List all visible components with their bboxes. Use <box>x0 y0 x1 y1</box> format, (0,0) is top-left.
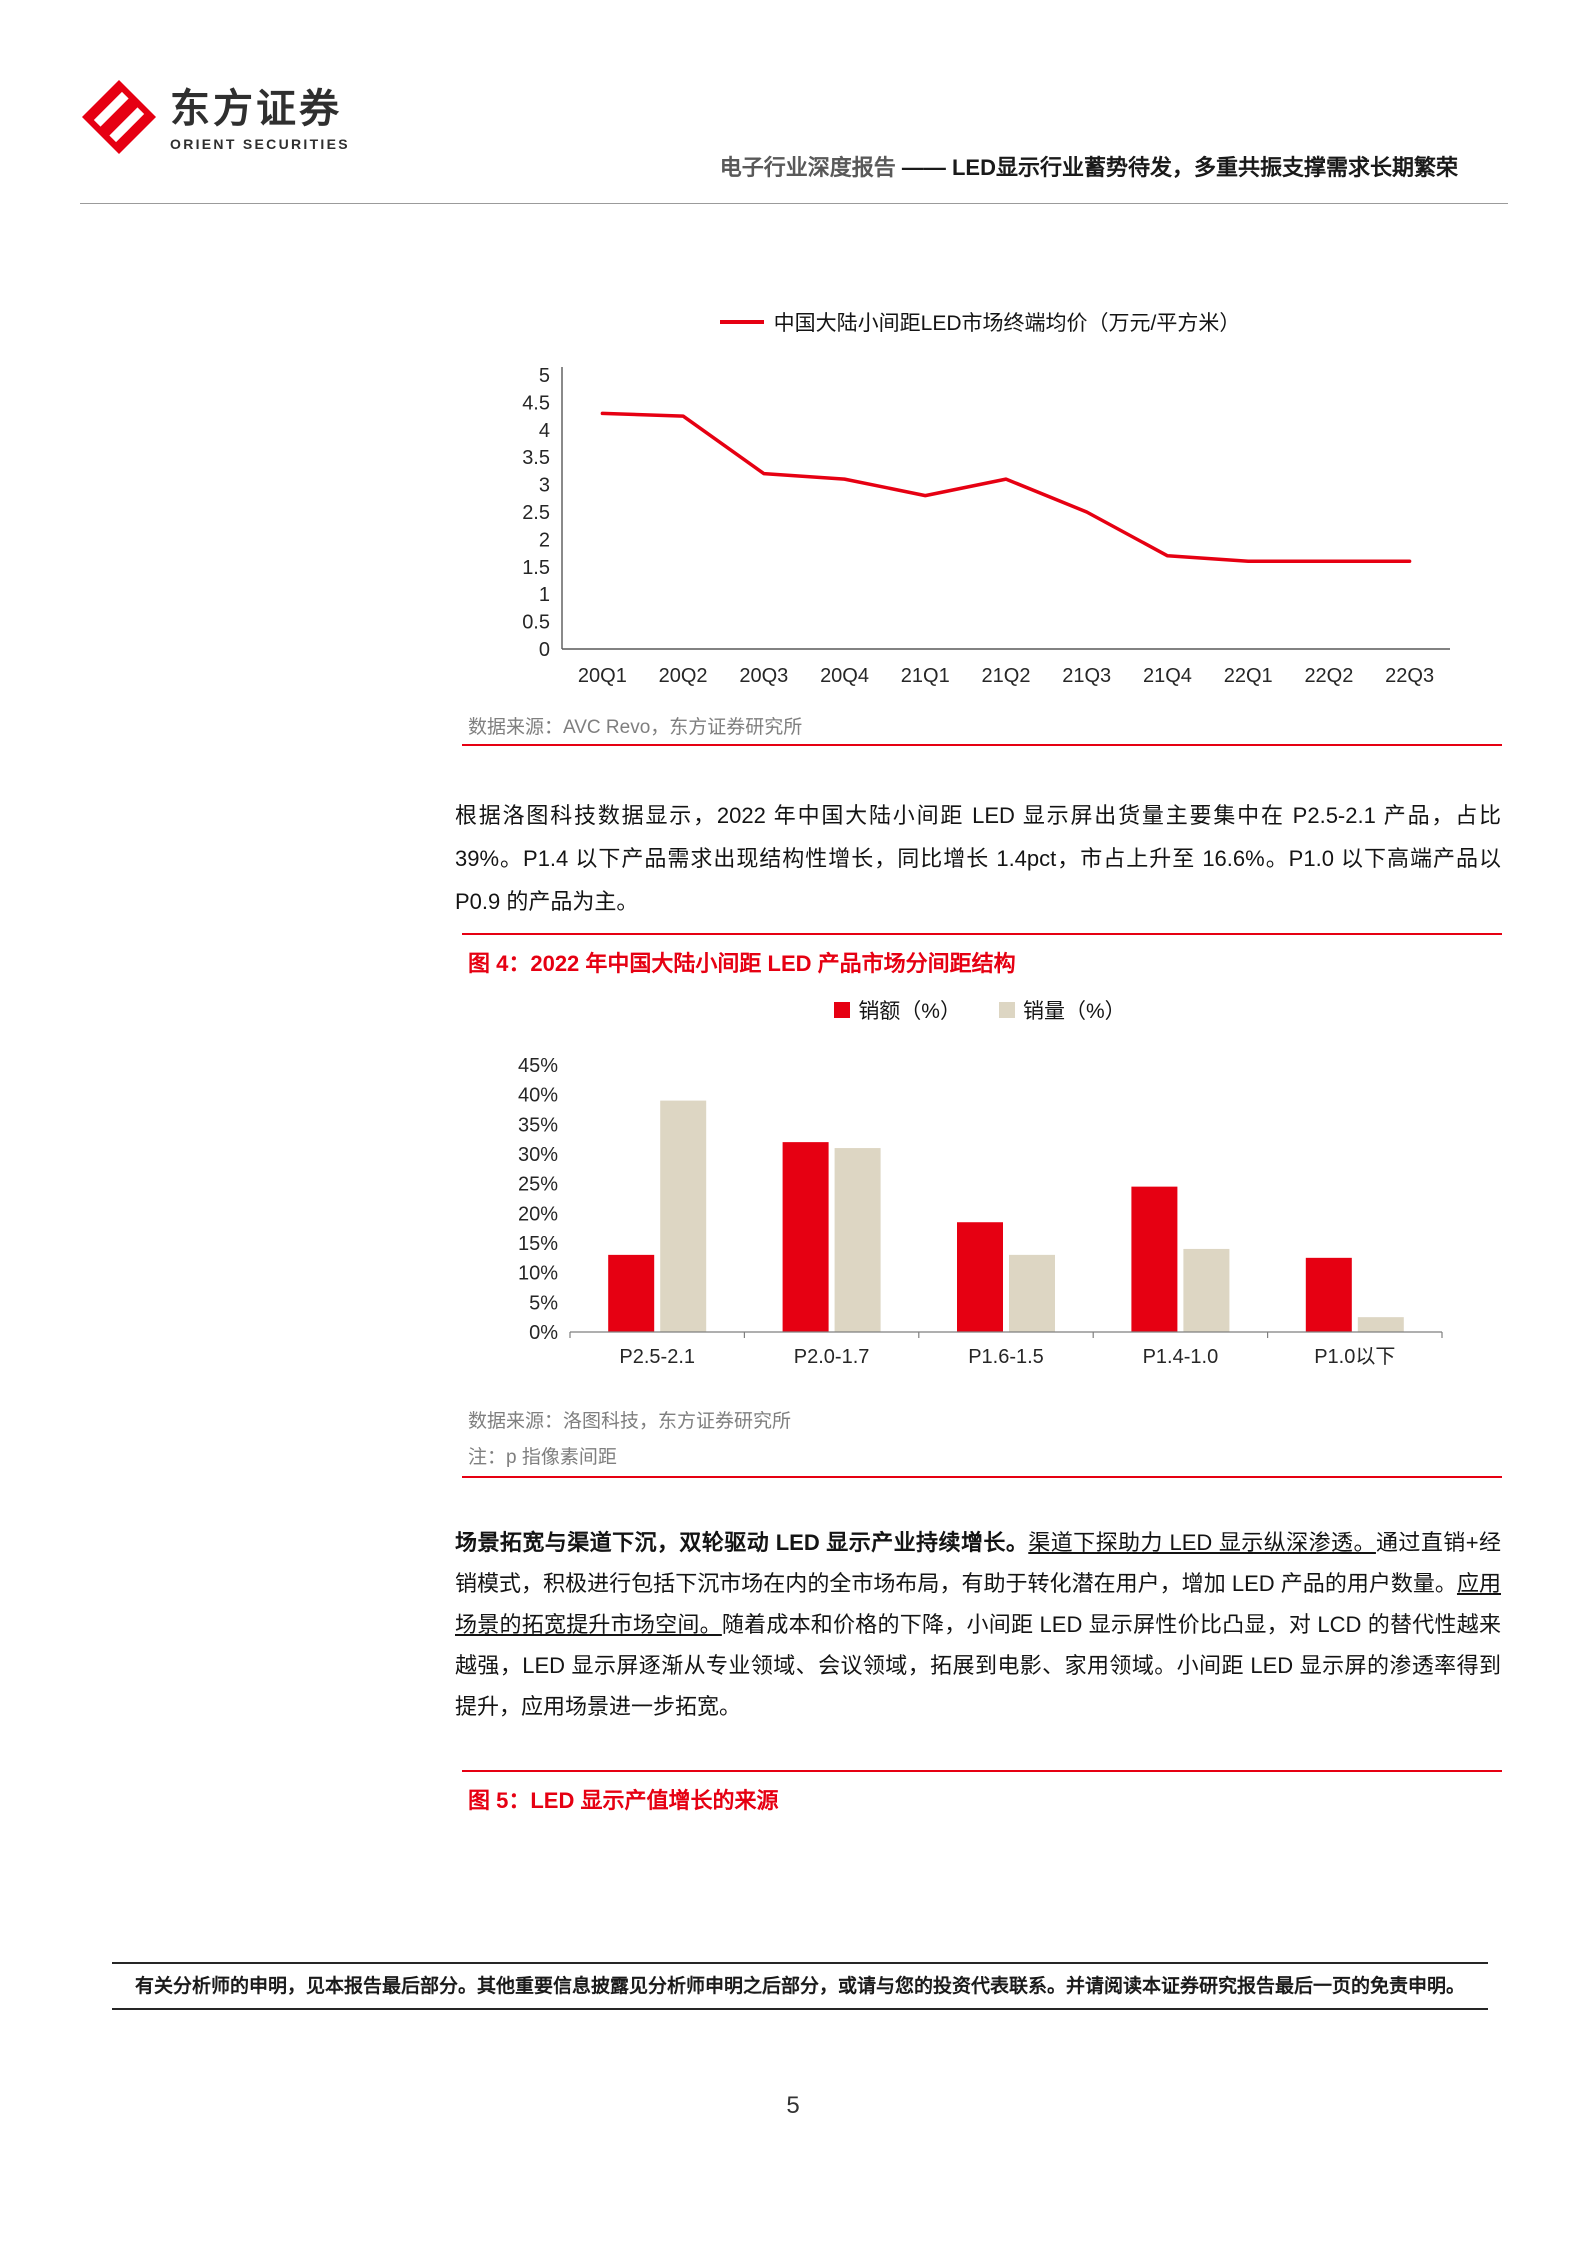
svg-text:1.5: 1.5 <box>522 557 550 579</box>
svg-text:15%: 15% <box>518 1233 558 1255</box>
body-paragraph-1: 根据洛图科技数据显示，2022 年中国大陆小间距 LED 显示屏出货量主要集中在… <box>455 803 1501 914</box>
legend-line-swatch <box>719 320 764 324</box>
svg-text:20Q2: 20Q2 <box>659 665 708 687</box>
figure5-top-rule <box>462 1770 1502 1772</box>
svg-text:20Q1: 20Q1 <box>578 665 627 687</box>
svg-text:P1.0以下: P1.0以下 <box>1314 1346 1395 1368</box>
svg-text:4: 4 <box>539 420 550 442</box>
report-type-label: 电子行业深度报告 <box>719 155 896 180</box>
svg-text:5: 5 <box>539 365 550 387</box>
bar-chart-source: 数据来源：洛图科技，东方证券研究所 <box>468 1411 792 1432</box>
pitch-structure-bar-chart: 0% 5% 10% 15% 20% 25% 30% 35% 40% 45% P2.5-2.1 P2.0… <box>518 1055 1443 1368</box>
price-line-chart: 0 0.5 1 1.5 2 2.5 3 3.5 4 4.5 5 20Q1 20Q2 20Q3 20Q4 21Q… <box>522 365 1450 687</box>
logo-name-en: ORIENT SECURITIES <box>170 136 350 152</box>
svg-text:21Q2: 21Q2 <box>982 665 1031 687</box>
svg-text:35%: 35% <box>518 1114 558 1136</box>
svg-text:21Q4: 21Q4 <box>1143 665 1192 687</box>
svg-text:4.5: 4.5 <box>522 392 550 414</box>
line-chart-legend: 中国大陆小间距LED市场终端均价（万元/平方米） <box>460 305 1500 339</box>
svg-text:0: 0 <box>539 639 550 661</box>
paragraph-segment: 场景拓宽与渠道下沉，双轮驱动 LED 显示产业持续增长。 <box>455 1530 1029 1555</box>
svg-text:5%: 5% <box>529 1292 558 1314</box>
paragraph-segment: 通过直销+经销模式，积极进行包括下沉市场在内的全市场布局，有助于转化潜在用户，增… <box>455 1530 1501 1596</box>
legend-item: 销量（%） <box>999 995 1126 1025</box>
logo-text: 东方证券 ORIENT SECURITIES <box>170 88 350 152</box>
figure4-bottom-rule <box>462 1476 1502 1478</box>
footer-bottom-rule <box>112 2008 1488 2010</box>
svg-text:22Q3: 22Q3 <box>1385 665 1434 687</box>
svg-text:P1.6-1.5: P1.6-1.5 <box>968 1346 1044 1368</box>
legend-series-label: 销额（%） <box>858 1000 961 1023</box>
figure4-title: 图 4：2022 年中国大陆小间距 LED 产品市场分间距结构 <box>468 951 1016 976</box>
svg-text:2: 2 <box>539 529 550 551</box>
svg-text:0%: 0% <box>529 1322 558 1344</box>
legend-color-swatch <box>834 1002 851 1018</box>
svg-text:2.5: 2.5 <box>522 502 550 524</box>
footer-disclaimer: 有关分析师的申明，见本报告最后部分。其他重要信息披露见分析师申明之后部分，或请与… <box>134 1976 1465 1997</box>
svg-text:P1.4-1.0: P1.4-1.0 <box>1143 1346 1219 1368</box>
line-chart-legend-label: 中国大陆小间距LED市场终端均价（万元/平方米） <box>773 312 1241 335</box>
svg-text:P2.5-2.1: P2.5-2.1 <box>619 1346 695 1368</box>
svg-text:22Q1: 22Q1 <box>1224 665 1273 687</box>
report-header-title: 电子行业深度报告 —— LED显示行业蓄势待发，多重共振支撑需求长期繁荣 <box>720 150 1458 182</box>
svg-text:40%: 40% <box>518 1085 558 1107</box>
svg-text:25%: 25% <box>518 1174 558 1196</box>
legend-color-swatch <box>999 1002 1015 1018</box>
page-number: 5 <box>786 2092 800 2119</box>
svg-text:45%: 45% <box>518 1055 558 1077</box>
line-chart-source: 数据来源：AVC Revo，东方证券研究所 <box>468 717 803 738</box>
figure-divider-rule <box>462 744 1502 746</box>
logo-name-cn: 东方证券 <box>170 87 342 131</box>
footer-top-rule <box>112 1962 1488 1964</box>
svg-text:20Q4: 20Q4 <box>820 665 869 687</box>
pitch-structure-bar-chart-block: 销额（%） 销量（%） 0% 5% 10% 15% 20% 25% 30% 35% 40% 45% P… <box>460 993 1500 1372</box>
body-paragraph-2: 场景拓宽与渠道下沉，双轮驱动 LED 显示产业持续增长。渠道下探助力 LED 显… <box>455 1522 1501 1727</box>
svg-text:20Q3: 20Q3 <box>739 665 788 687</box>
svg-text:10%: 10% <box>518 1263 558 1285</box>
svg-text:1: 1 <box>539 584 550 606</box>
legend-series-label: 销量（%） <box>1023 1000 1126 1023</box>
svg-text:3.5: 3.5 <box>522 447 550 469</box>
bar-chart-legend: 销额（%） 销量（%） <box>460 993 1500 1027</box>
svg-text:21Q3: 21Q3 <box>1062 665 1111 687</box>
price-line-chart-block: 中国大陆小间距LED市场终端均价（万元/平方米） 0 0.5 1 1.5 2 2.5 3 3.… <box>460 305 1500 704</box>
svg-text:3: 3 <box>539 475 550 497</box>
svg-text:30%: 30% <box>518 1144 558 1166</box>
paragraph-segment: 应用场景的拓宽提升市场空间。 <box>455 1571 1501 1637</box>
paragraph-segment: 随着成本和价格的下降，小间距 LED 显示屏性价比凸显，对 LCD 的替代性越来… <box>455 1612 1501 1719</box>
figure4-top-rule <box>462 933 1502 935</box>
svg-text:20%: 20% <box>518 1203 558 1225</box>
svg-text:0.5: 0.5 <box>522 612 550 634</box>
header-divider <box>80 203 1508 204</box>
bar-chart-note: 注：p 指像素间距 <box>468 1447 617 1468</box>
svg-text:22Q2: 22Q2 <box>1304 665 1353 687</box>
figure5-title: 图 5：LED 显示产值增长的来源 <box>468 1788 779 1813</box>
legend-item: 销额（%） <box>834 995 961 1025</box>
svg-text:21Q1: 21Q1 <box>901 665 950 687</box>
orient-securities-logo-icon <box>82 80 156 154</box>
svg-text:P2.0-1.7: P2.0-1.7 <box>794 1346 870 1368</box>
report-title-text: —— LED显示行业蓄势待发，多重共振支撑需求长期繁荣 <box>895 155 1458 180</box>
paragraph-segment: 渠道下探助力 LED 显示纵深渗透。 <box>1028 1530 1376 1555</box>
